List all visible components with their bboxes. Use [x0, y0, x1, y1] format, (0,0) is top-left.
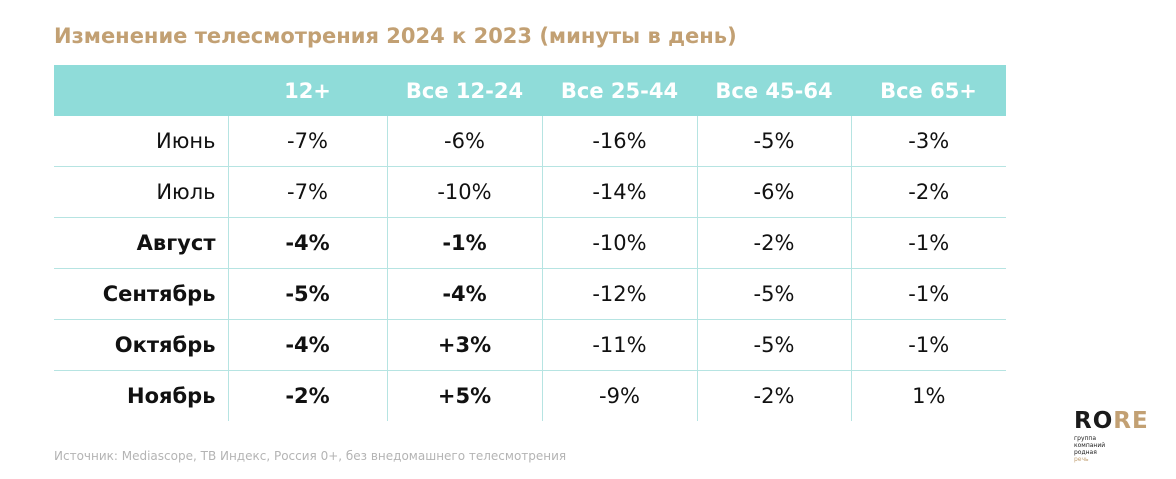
- column-header: Все 45-64: [697, 65, 851, 116]
- column-header-empty: [54, 65, 228, 116]
- table-row: Сентябрь -5% -4% -12% -5% -1%: [54, 268, 1006, 320]
- viewing-change-table: 12+ Все 12-24 Все 25-44 Все 45-64 Все 65…: [54, 65, 1006, 421]
- table-cell: 1%: [850, 370, 1006, 421]
- row-label: Ноябрь: [127, 384, 216, 408]
- logo-line: компаний: [1074, 442, 1106, 449]
- table-cell: -1%: [850, 319, 1006, 371]
- table-cell: -4%: [227, 319, 387, 371]
- logo-line: родная: [1074, 449, 1097, 456]
- row-label: Сентябрь: [54, 268, 228, 320]
- table-cell: -2%: [850, 166, 1006, 218]
- rore-logo: RORE группа компаний родная речь: [1074, 409, 1164, 463]
- table-cell: -7%: [227, 116, 387, 167]
- table-cell: -6%: [386, 116, 542, 167]
- table-cell: -5%: [696, 319, 851, 371]
- table-cell: -1%: [850, 268, 1006, 320]
- table-row: Ноябрь -2% +5% -9% -2% 1%: [54, 370, 1006, 421]
- table-cell: -3%: [850, 116, 1006, 167]
- page-title: Изменение телесмотрения 2024 к 2023 (мин…: [54, 24, 737, 48]
- table-cell: -12%: [541, 268, 697, 320]
- table-cell: -4%: [227, 217, 387, 269]
- table-cell: -16%: [541, 116, 697, 167]
- table-cell: -14%: [541, 166, 697, 218]
- logo-subtitle: группа компаний родная речь: [1074, 435, 1164, 463]
- row-label: Июль: [54, 166, 228, 218]
- row-label: Июнь: [54, 116, 228, 167]
- logo-line: речь: [1074, 456, 1089, 463]
- column-header: Все 25-44: [542, 65, 697, 116]
- table-cell: -5%: [696, 268, 851, 320]
- logo-mark-main: RO: [1074, 408, 1114, 434]
- table-cell: -1%: [386, 217, 542, 269]
- table-cell: -10%: [386, 166, 542, 218]
- source-note: Источник: Mediascope, ТВ Индекс, Россия …: [54, 449, 567, 463]
- table-cell: -6%: [696, 166, 851, 218]
- logo-mark-accent: RE: [1113, 408, 1149, 434]
- row-label: Август: [54, 217, 228, 269]
- column-header: 12+: [228, 65, 387, 116]
- table-cell-positive: +3%: [386, 319, 542, 371]
- column-header: Все 65+: [851, 65, 1006, 116]
- table-cell: -9%: [541, 370, 697, 421]
- row-label: Октябрь: [54, 319, 228, 371]
- table-cell-positive: +5%: [386, 370, 542, 421]
- column-header: Все 12-24: [387, 65, 542, 116]
- table-row: Август -4% -1% -10% -2% -1%: [54, 217, 1006, 269]
- table-cell: -2%: [696, 370, 851, 421]
- table-row: Октябрь -4% +3% -11% -5% -1%: [54, 319, 1006, 371]
- logo-mark: RORE: [1074, 409, 1164, 433]
- table-cell: -11%: [541, 319, 697, 371]
- table-row: Июль -7% -10% -14% -6% -2%: [54, 166, 1006, 218]
- table-header-row: 12+ Все 12-24 Все 25-44 Все 45-64 Все 65…: [54, 65, 1006, 116]
- table-cell: -2%: [227, 370, 387, 421]
- table-row: Июнь -7% -6% -16% -5% -3%: [54, 116, 1006, 167]
- table-cell: -7%: [227, 166, 387, 218]
- table-cell: -5%: [696, 116, 851, 167]
- table-cell: -1%: [850, 217, 1006, 269]
- logo-line: группа: [1074, 435, 1097, 442]
- table-cell: -4%: [386, 268, 542, 320]
- table-cell: -10%: [541, 217, 697, 269]
- table-cell: -5%: [227, 268, 387, 320]
- table-cell: -2%: [696, 217, 851, 269]
